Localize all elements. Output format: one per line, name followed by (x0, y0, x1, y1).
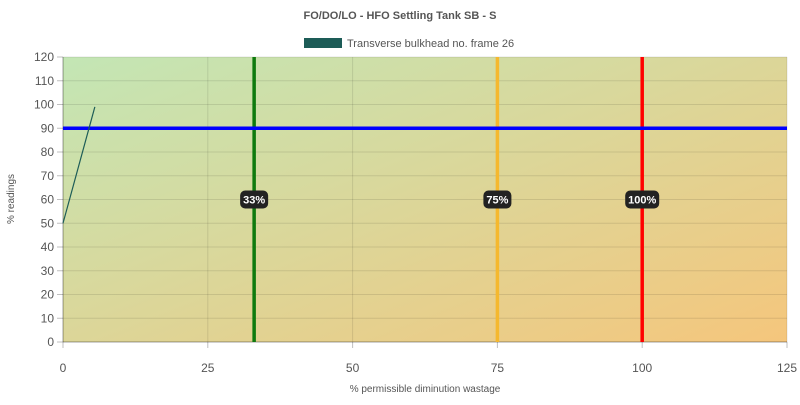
threshold-label: 100% (628, 195, 656, 207)
y-tick-label: 20 (41, 288, 55, 302)
chart-title: FO/DO/LO - HFO Settling Tank SB - S (304, 10, 497, 22)
y-tick-label: 110 (35, 74, 54, 88)
y-tick-label: 30 (41, 264, 55, 278)
y-tick-label: 120 (34, 50, 54, 64)
y-tick-label: 80 (41, 145, 55, 159)
marker-box (240, 190, 269, 209)
y-tick-label: 10 (41, 311, 55, 325)
threshold-label: 33% (243, 195, 265, 207)
x-tick-label: 25 (201, 361, 215, 375)
y-tick-label: 0 (47, 335, 54, 349)
y-tick-label: 100 (34, 98, 54, 112)
y-axis-label: % readings (6, 174, 17, 224)
axes: 0 10 20 30 40 50 60 70 80 90 100 110 120 0 25 50 75 100 12… (34, 50, 797, 375)
series (62, 106, 96, 224)
legend-label[interactable]: Transverse bulkhead no. frame 26 (347, 38, 514, 50)
marker-box (483, 190, 512, 209)
x-tick-label: 100 (632, 361, 652, 375)
x-tick-label: 75 (491, 361, 505, 375)
x-tick-label: 125 (777, 361, 797, 375)
series-line (62, 106, 96, 224)
y-tick-label: 60 (41, 193, 55, 207)
marker-box (625, 190, 660, 209)
threshold-label: 75% (486, 195, 508, 207)
x-axis-label: % permissible diminution wastage (350, 384, 501, 395)
legend-swatch[interactable] (304, 38, 342, 48)
y-tick-label: 40 (41, 240, 55, 254)
x-tick-label: 0 (60, 361, 67, 375)
threshold-marker: 33% (240, 190, 269, 209)
y-tick-label: 70 (41, 169, 55, 183)
threshold-marker: 75% (483, 190, 512, 209)
y-tick-label: 50 (41, 216, 55, 230)
plot-area (63, 57, 787, 342)
threshold-marker: 100% (625, 190, 660, 209)
x-tick-label: 50 (346, 361, 360, 375)
y-tick-label: 90 (41, 121, 55, 135)
threshold-markers: 33% 75% 100% (240, 190, 660, 209)
